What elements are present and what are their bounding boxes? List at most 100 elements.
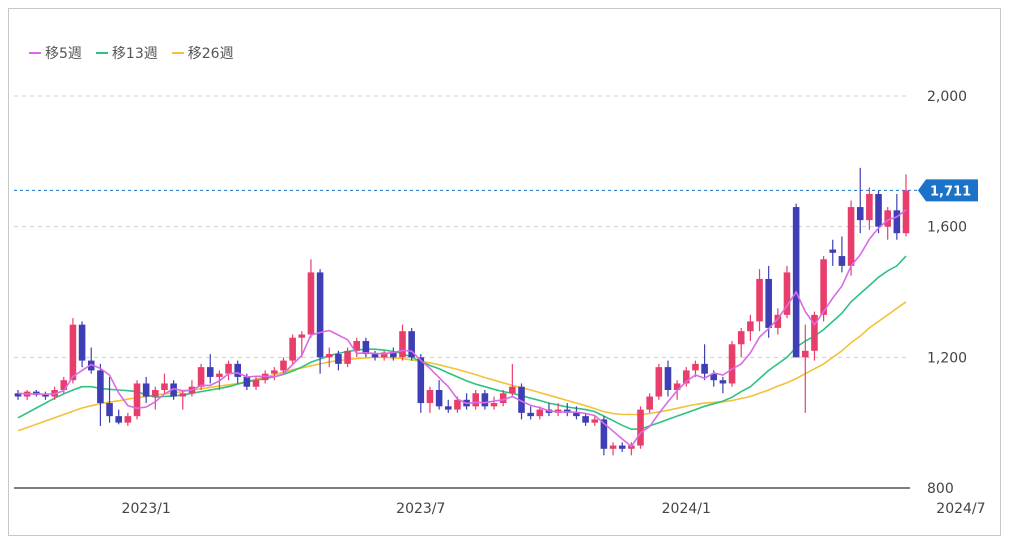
candle-body bbox=[728, 344, 736, 384]
legend: 移5週 移13週 移26週 bbox=[29, 43, 234, 63]
candle-body bbox=[42, 394, 49, 397]
candle-body bbox=[97, 370, 104, 404]
legend-label-ma26: 移26週 bbox=[187, 46, 234, 62]
candle-body bbox=[206, 367, 214, 377]
x-tick-label: 2024/7 bbox=[936, 501, 985, 517]
candle-body bbox=[362, 341, 370, 355]
candle-body bbox=[710, 373, 718, 381]
legend-item-ma5[interactable]: 移5週 bbox=[29, 43, 82, 63]
candle-body bbox=[838, 256, 846, 266]
candle-body bbox=[124, 416, 132, 423]
x-tick-label: 2024/1 bbox=[662, 501, 711, 517]
candle-body bbox=[408, 331, 415, 358]
legend-swatch-ma5 bbox=[29, 52, 41, 54]
candle-body bbox=[664, 367, 672, 390]
candle-body bbox=[829, 249, 837, 253]
candle-body bbox=[692, 363, 699, 371]
candle-body bbox=[490, 403, 498, 407]
legend-swatch-ma13 bbox=[95, 52, 108, 54]
candle-body bbox=[536, 409, 544, 417]
candle-body bbox=[353, 341, 361, 351]
current-price-badge-shape bbox=[918, 179, 978, 202]
legend-item-ma13[interactable]: 移13週 bbox=[95, 43, 158, 63]
candle-body bbox=[756, 278, 763, 322]
candle-body bbox=[499, 393, 507, 404]
candle-body bbox=[307, 272, 315, 335]
current-price-label: 1,711 bbox=[930, 184, 971, 199]
candle-body bbox=[747, 321, 754, 332]
candle-body bbox=[893, 210, 901, 234]
ma26-line bbox=[17, 301, 907, 432]
candle-body bbox=[179, 393, 187, 397]
candle-body bbox=[133, 383, 141, 417]
candle-body bbox=[573, 412, 580, 417]
candle-body bbox=[646, 396, 653, 410]
candle-body bbox=[161, 383, 168, 390]
candle-body bbox=[884, 210, 891, 227]
candle-body bbox=[225, 363, 232, 374]
ma13-line bbox=[17, 255, 907, 430]
candle-body bbox=[280, 360, 287, 371]
candle-body bbox=[106, 403, 113, 417]
legend-item-ma26[interactable]: 移26週 bbox=[171, 43, 234, 63]
candle-body bbox=[875, 194, 882, 227]
candle-body bbox=[298, 334, 306, 338]
candle-body bbox=[783, 272, 791, 315]
candle-body bbox=[673, 383, 681, 390]
candle-body bbox=[234, 363, 242, 377]
ma5-line bbox=[17, 209, 907, 448]
candle-body bbox=[115, 416, 122, 423]
candle-body bbox=[426, 390, 434, 404]
candle-body bbox=[682, 370, 690, 384]
candle-body bbox=[399, 331, 406, 358]
candle-body bbox=[197, 367, 205, 387]
candle-body bbox=[774, 314, 782, 328]
candle-body bbox=[866, 194, 873, 221]
candle-body bbox=[69, 324, 77, 381]
candle-body bbox=[444, 406, 452, 410]
candle-body bbox=[417, 357, 425, 404]
candle-body bbox=[87, 360, 95, 371]
candle-body bbox=[335, 354, 342, 364]
candle-body bbox=[472, 393, 480, 407]
candle-body bbox=[655, 367, 663, 397]
candle-body bbox=[509, 386, 516, 394]
candle-body bbox=[243, 376, 251, 387]
candle-body bbox=[518, 386, 525, 413]
candle-body bbox=[152, 390, 159, 397]
candle-body bbox=[316, 272, 324, 358]
candle-body bbox=[719, 380, 727, 384]
candle-body bbox=[252, 380, 260, 387]
candle-body bbox=[856, 207, 864, 221]
candle-body bbox=[701, 363, 708, 374]
candle-body bbox=[820, 259, 827, 315]
y-tick-label: 1,200 bbox=[927, 350, 967, 366]
candle-body bbox=[435, 390, 443, 407]
x-tick-label: 2023/1 bbox=[122, 501, 171, 517]
y-tick-label: 800 bbox=[927, 481, 954, 497]
legend-label-ma13: 移13週 bbox=[111, 46, 158, 62]
candle-body bbox=[454, 399, 461, 410]
y-tick-label: 2,000 bbox=[927, 89, 967, 105]
legend-label-ma5: 移5週 bbox=[45, 46, 82, 62]
candle-body bbox=[325, 354, 333, 358]
candle-body bbox=[14, 393, 22, 397]
candle-body bbox=[618, 445, 626, 449]
candle-body bbox=[216, 373, 223, 377]
candle-body bbox=[380, 352, 388, 358]
candle-body bbox=[600, 419, 608, 449]
candle-body bbox=[609, 445, 617, 449]
candle-body bbox=[637, 409, 644, 446]
candle-body bbox=[527, 412, 534, 417]
candle-body bbox=[847, 207, 855, 266]
candle-body bbox=[802, 350, 809, 358]
candle-body bbox=[765, 278, 772, 328]
candle-body bbox=[481, 393, 489, 407]
candle-body bbox=[902, 190, 910, 234]
candle-body bbox=[60, 380, 68, 390]
candle-body bbox=[78, 324, 86, 361]
candle-body bbox=[811, 314, 818, 351]
x-tick-label: 2023/7 bbox=[396, 501, 445, 517]
candle-body bbox=[792, 207, 800, 358]
